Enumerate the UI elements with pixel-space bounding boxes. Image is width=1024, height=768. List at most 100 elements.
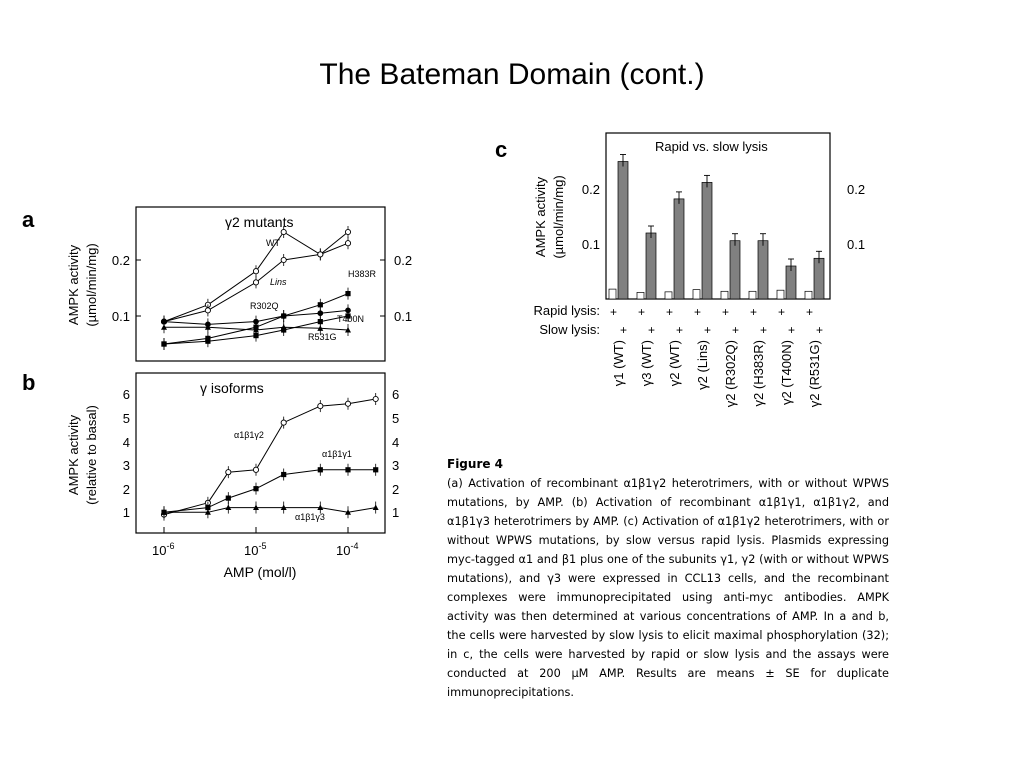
data-point	[345, 313, 351, 319]
data-point	[317, 467, 323, 473]
data-point	[225, 504, 232, 511]
panel-a-letter: a	[22, 207, 35, 232]
panel-a-title: γ2 mutants	[225, 214, 293, 230]
rapid-lysis-label: Rapid lysis:	[534, 303, 600, 318]
slide-title: The Bateman Domain (cont.)	[319, 58, 705, 91]
data-point	[253, 486, 259, 492]
panel-b-ytick-right-3: 3	[392, 458, 399, 473]
data-point	[372, 395, 379, 403]
panel-b-xlabel: AMP (mol/l)	[224, 564, 297, 580]
panel-c-letter: c	[495, 137, 507, 162]
panel-c-frame	[605, 132, 831, 300]
label-h383r: H383R	[348, 269, 377, 279]
label-wt: WT	[266, 238, 280, 248]
caption-text: (a) Activation of recombinant α1β1γ2 het…	[447, 477, 889, 699]
panel-a-ylabel-2: (µmol/min/mg)	[84, 243, 99, 326]
panel-c-ytick-right-0.1: 0.1	[847, 237, 865, 252]
slow-lysis-label: Slow lysis:	[539, 322, 600, 337]
data-point	[345, 509, 351, 515]
panel-b-series-labels: α1β1γ2 α1β1γ1 α1β1γ3	[234, 430, 352, 522]
data-point	[252, 466, 260, 473]
data-point	[225, 469, 232, 476]
data-point	[280, 313, 287, 319]
data-point	[345, 327, 351, 333]
data-point	[317, 310, 324, 317]
figure-caption: Figure 4 (a) Activation of recombinant α…	[447, 455, 889, 702]
bar-rapid-0	[608, 288, 617, 300]
data-point	[280, 504, 287, 511]
category-label-4: γ2 (R302Q)	[723, 340, 738, 407]
data-point	[344, 228, 352, 236]
panel-b-yticks: 6 5 4 3 2 1 6 5 4 3 2 1	[123, 387, 399, 520]
category-label-5: γ2 (H383R)	[751, 340, 766, 406]
panel-b-xtick-1e-6: 10-6	[152, 541, 174, 558]
panel-c-ylabel-1: AMPK activity	[533, 176, 548, 257]
panel-b-ylabel-2: (relative to basal)	[84, 405, 99, 505]
panel-a-curve-5	[164, 326, 349, 331]
label-t400n: T400N	[337, 314, 364, 324]
data-point	[161, 324, 167, 330]
panel-b-xtick-1e-5: 10-5	[244, 541, 266, 558]
category-label-1: γ3 (WT)	[639, 340, 654, 386]
figure-panels-a-b: a b γ2 mutants γ isoforms AMPK activity …	[22, 206, 412, 580]
bar-rapid-6	[776, 289, 785, 300]
panel-b-ytick-1: 1	[123, 505, 130, 520]
panel-a-curve-1	[163, 242, 349, 323]
panel-a-curve-4	[163, 315, 349, 345]
data-point	[317, 302, 323, 308]
data-point	[253, 327, 259, 333]
data-point	[280, 419, 287, 426]
figure-panel-c: c Rapid vs. slow lysis AMPK activity (µm…	[495, 132, 865, 407]
slow-plus-7: +	[816, 323, 823, 337]
panel-a-curve-0	[163, 231, 349, 323]
label-a1b1g1: α1β1γ1	[322, 449, 352, 459]
panel-b-curve-2	[164, 507, 376, 513]
panel-b-ytick-right-6: 6	[392, 387, 399, 402]
slow-plus-0: +	[620, 323, 627, 337]
panel-c-ytick-0.2: 0.2	[582, 182, 600, 197]
panel-b-curve-0	[163, 398, 376, 516]
panel-b-ytick-3: 3	[123, 458, 130, 473]
slow-plus-6: +	[788, 323, 795, 337]
data-point	[280, 256, 287, 264]
category-label-0: γ1 (WT)	[611, 340, 626, 386]
bar-rapid-4	[720, 290, 729, 300]
data-point	[205, 338, 211, 344]
panel-b-frame	[135, 372, 386, 534]
bar-rapid-1	[636, 292, 645, 300]
data-point	[317, 251, 324, 258]
data-point	[317, 319, 323, 325]
label-r302q: R302Q	[250, 301, 279, 311]
panel-b-ytick-5: 5	[123, 411, 130, 426]
caption-title: Figure 4	[447, 457, 504, 471]
bar-rapid-2	[664, 291, 673, 300]
data-point	[280, 324, 287, 330]
data-point	[253, 318, 259, 325]
category-label-2: γ2 (WT)	[667, 340, 682, 386]
panel-a-ytick-0.2: 0.2	[112, 253, 130, 268]
bar-slow-7	[813, 257, 825, 300]
data-point	[161, 509, 167, 515]
panel-c-plot-marks: ++γ1 (WT)++γ3 (WT)++γ2 (WT)++γ2 (Lins)++…	[608, 154, 825, 407]
data-point	[373, 467, 379, 473]
bar-slow-1	[645, 232, 657, 300]
data-point	[161, 341, 167, 347]
panel-c-ytick-0.1: 0.1	[582, 237, 600, 252]
panel-b-letter: b	[22, 370, 35, 395]
bar-slow-4	[729, 240, 741, 300]
rapid-plus-6: +	[778, 305, 785, 319]
data-point	[345, 291, 351, 297]
data-point	[281, 471, 287, 478]
data-point	[204, 324, 211, 330]
bar-slow-3	[701, 182, 713, 300]
panel-a-series-labels: WT Lins H383R R302Q T400N R531G	[250, 238, 377, 342]
bar-slow-2	[673, 198, 685, 300]
panel-b-ytick-right-5: 5	[392, 411, 399, 426]
bar-slow-5	[757, 240, 769, 300]
panel-a-frame	[135, 206, 386, 362]
data-point	[253, 504, 259, 511]
category-label-6: γ2 (T400N)	[779, 340, 794, 405]
label-a1b1g2: α1β1γ2	[234, 430, 264, 440]
rapid-plus-0: +	[610, 305, 617, 319]
data-point	[204, 307, 211, 314]
